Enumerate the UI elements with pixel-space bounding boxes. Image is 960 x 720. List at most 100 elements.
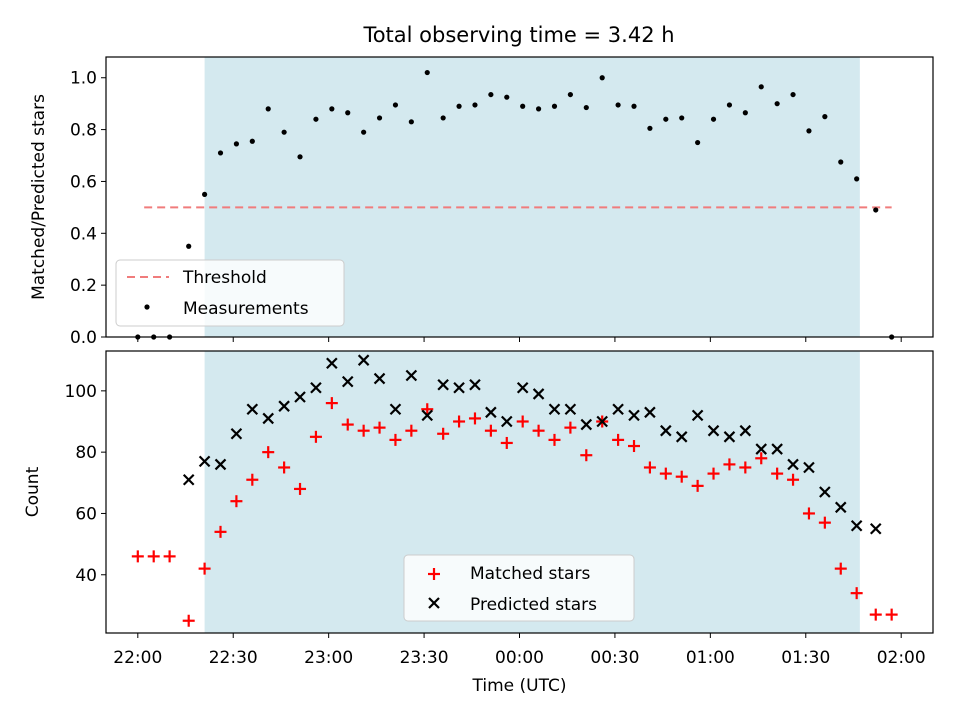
matched-star-marker (182, 614, 195, 627)
predicted-star-marker (564, 403, 577, 416)
measurement-point (873, 207, 879, 213)
predicted-star-marker (421, 409, 434, 422)
measurement-point (392, 102, 399, 108)
matched-star-marker (739, 461, 752, 474)
y-tick-label: 100 (65, 382, 97, 402)
chart-title: Total observing time = 3.42 h (362, 23, 674, 47)
measurement-point (297, 154, 303, 160)
predicted-star-marker (723, 431, 736, 443)
bottom-y-axis: 40 60 80 100 (65, 382, 106, 586)
predicted-star-marker (469, 378, 481, 391)
predicted-star-marker (326, 357, 338, 370)
predicted-star-marker (485, 406, 497, 419)
matched-star-marker (453, 415, 466, 428)
predicted-star-marker (787, 458, 799, 471)
matched-stars-points (131, 397, 898, 627)
measurement-point (615, 102, 621, 108)
legend-predicted-swatch (428, 597, 440, 609)
matched-star-marker (484, 424, 497, 437)
measurement-point (822, 114, 828, 120)
measurement-point (838, 159, 844, 165)
matched-star-marker (437, 427, 450, 440)
y-tick-label: 40 (75, 566, 97, 586)
y-tick-label: 1.0 (70, 69, 97, 89)
matched-star-marker (373, 421, 386, 434)
y-tick-label: 0.6 (70, 172, 97, 192)
bottom-plot-frame (105, 350, 934, 634)
measurement-point (631, 103, 637, 109)
measurement-point (504, 94, 510, 100)
measurement-point (488, 91, 494, 98)
legend-threshold-label: Threshold (182, 268, 267, 288)
measurement-point (742, 110, 748, 116)
matched-star-marker (389, 433, 402, 446)
matched-star-marker (691, 479, 704, 492)
matched-star-marker (580, 449, 593, 462)
measurement-point (806, 128, 812, 134)
predicted-star-marker (548, 403, 561, 416)
measurement-point (345, 110, 351, 116)
measurement-point (424, 69, 430, 76)
measurement-point (520, 103, 526, 109)
matched-star-marker (131, 550, 144, 563)
measurement-point (726, 102, 733, 108)
predicted-star-marker (771, 443, 783, 455)
matched-star-marker (405, 424, 418, 437)
matched-star-marker (834, 562, 847, 575)
matched-star-marker (214, 525, 227, 538)
matched-star-marker (500, 436, 513, 449)
predicted-star-marker (691, 409, 704, 422)
measurement-point (551, 103, 558, 109)
matched-star-marker (341, 418, 354, 431)
measurement-point (647, 125, 653, 131)
matched-star-marker (802, 507, 815, 520)
matched-star-marker (198, 562, 211, 575)
measurement-point (265, 106, 271, 112)
measurement-point (233, 141, 240, 147)
predicted-star-marker (294, 391, 306, 403)
measurement-point (456, 103, 462, 109)
x-tick-label: 00:30 (590, 648, 639, 668)
matched-star-marker (357, 424, 370, 437)
measurement-point (313, 116, 319, 122)
y-tick-label: 0.2 (70, 276, 97, 296)
predicted-star-marker (230, 427, 243, 440)
measurement-point (854, 176, 860, 182)
measurement-point (710, 116, 717, 122)
measurement-point (663, 116, 669, 122)
measurement-point (790, 91, 796, 98)
bottom-legend: Matched stars Predicted stars (403, 554, 635, 622)
matched-star-marker (723, 458, 736, 471)
top-plot-frame (105, 56, 934, 338)
predicted-star-marker (516, 382, 529, 394)
predicted-star-marker (310, 382, 322, 394)
x-tick-label: 22:30 (209, 648, 258, 668)
matched-star-marker (278, 461, 291, 474)
predicted-star-marker (739, 424, 752, 437)
matched-star-marker (675, 470, 688, 483)
predicted-star-marker (214, 458, 227, 471)
top-x-ticks (137, 337, 902, 342)
matched-star-marker (659, 467, 672, 480)
matched-star-marker (548, 433, 561, 446)
x-axis-label: Time (UTC) (472, 676, 567, 696)
measurement-point (583, 104, 589, 111)
predicted-star-marker (532, 388, 545, 400)
matched-star-marker (325, 397, 338, 410)
predicted-star-marker (437, 378, 449, 391)
y-tick-label: 0.8 (70, 121, 97, 141)
measurement-point (679, 115, 685, 121)
x-tick-label: 01:00 (686, 648, 735, 668)
matched-star-marker (787, 473, 800, 486)
ratio-panel: 0.0 0.2 0.4 0.6 0.8 1.0 Matched/Predicted sta… (29, 56, 934, 348)
top-y-axis-label: Matched/Predicted stars (29, 94, 49, 300)
matched-star-marker (421, 403, 434, 416)
measurement-point (695, 139, 701, 146)
predicted-star-marker (660, 424, 672, 437)
measurement-point (774, 101, 780, 107)
predicted-star-marker (580, 418, 593, 431)
x-tick-label: 01:30 (781, 648, 830, 668)
predicted-star-marker (500, 415, 513, 428)
matched-star-marker (262, 446, 275, 459)
measurement-point (599, 75, 605, 81)
